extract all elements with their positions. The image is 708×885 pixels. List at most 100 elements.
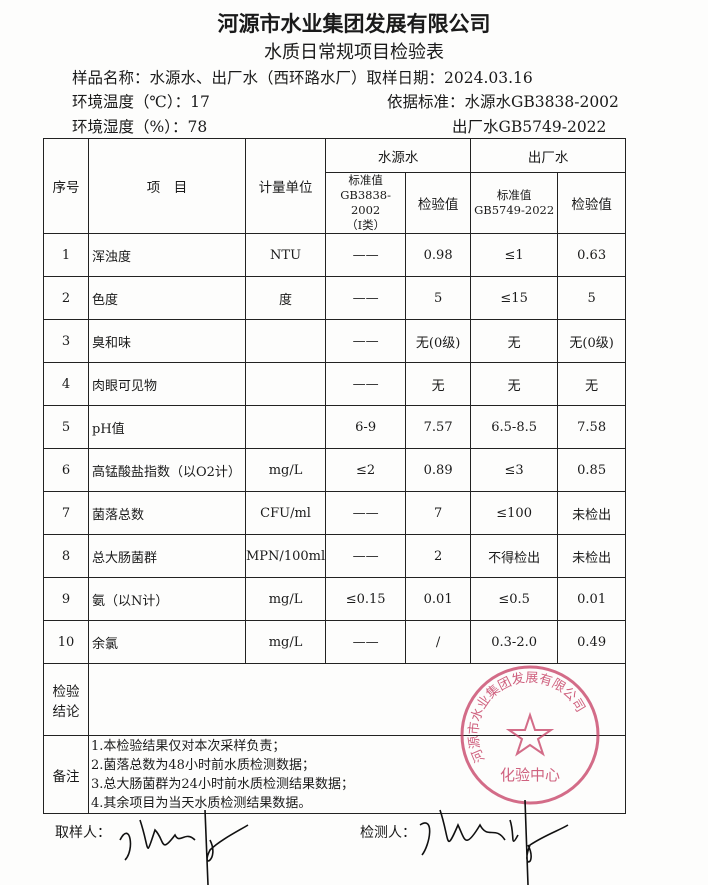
- cell-no: 8: [43, 534, 89, 578]
- conclusion-label: 检验结论: [43, 663, 89, 736]
- cell-no: 5: [43, 405, 89, 449]
- cell-s-std: ——: [325, 233, 407, 277]
- tester-signature: [419, 799, 569, 885]
- cell-unit: 度: [244, 276, 327, 320]
- cell-p-val: 0.01: [557, 577, 627, 621]
- cell-s-std: ——: [325, 362, 407, 406]
- cell-p-val: 0.49: [557, 620, 627, 664]
- svg-text:化验中心: 化验中心: [500, 766, 560, 784]
- cell-s-std: ≤0.15: [325, 577, 407, 621]
- cell-p-val: 无: [557, 362, 627, 406]
- notes-label: 备注: [43, 735, 89, 814]
- tester-label: 检测人：: [360, 825, 416, 841]
- cell-s-val: 5: [405, 276, 472, 320]
- sampler-label: 取样人：: [55, 825, 111, 841]
- cell-unit: MPN/100ml: [244, 534, 327, 578]
- cell-p-std: ≤100: [470, 491, 559, 535]
- cell-no: 2: [43, 276, 89, 320]
- cell-s-val: 2: [405, 534, 472, 578]
- cell-p-std: ≤3: [470, 448, 559, 492]
- cell-p-val: 0.85: [557, 448, 627, 492]
- cell-unit: mg/L: [244, 577, 327, 621]
- cell-unit: [244, 405, 327, 449]
- header-no: 序号: [43, 138, 89, 234]
- cell-no: 10: [43, 620, 89, 664]
- cell-p-val: 5: [557, 276, 627, 320]
- cell-p-val: 无(0级): [557, 319, 627, 363]
- conclusion-field: [87, 663, 627, 736]
- form-title: 水质日常规项目检验表: [264, 42, 444, 63]
- cell-s-std: ——: [325, 534, 407, 578]
- cell-p-std: 0.3-2.0: [470, 620, 559, 664]
- temperature: 环境温度（℃）：17: [72, 93, 210, 111]
- cell-no: 4: [43, 362, 89, 406]
- cell-p-val: 0.63: [557, 233, 627, 277]
- cell-item: pH值: [88, 405, 246, 449]
- cell-unit: NTU: [244, 233, 327, 277]
- cell-s-std: ——: [325, 491, 407, 535]
- cell-no: 9: [43, 577, 89, 621]
- cell-s-std: ——: [325, 319, 407, 363]
- cell-no: 3: [43, 319, 89, 363]
- cell-no: 7: [43, 491, 89, 535]
- table-row: 10 余氯 mg/L ——/0.3-2.0 0.49: [43, 620, 627, 664]
- cell-no: 1: [43, 233, 89, 277]
- cell-s-std: 6-9: [325, 405, 407, 449]
- standard-plant: 出厂水GB5749-2022: [452, 118, 607, 136]
- cell-s-val: 0.01: [405, 577, 472, 621]
- cell-p-val: 未检出: [557, 491, 627, 535]
- cell-item: 高锰酸盐指数（以O2计）: [88, 448, 246, 492]
- cell-s-val: 无: [405, 362, 472, 406]
- cell-p-std: ≤15: [470, 276, 559, 320]
- header-source-water: 水源水: [325, 138, 472, 173]
- cell-unit: [244, 362, 327, 406]
- notes: 1.本检验结果仅对本次采样负责； 2.菌落总数为48小时前水质检测数据； 3.总大肠…: [87, 735, 627, 814]
- cell-unit: [244, 319, 327, 363]
- header-plant-water: 出厂水: [470, 138, 627, 173]
- cell-s-std: ——: [325, 276, 407, 320]
- cell-item: 浑浊度: [88, 233, 246, 277]
- cell-item: 氨（以N计）: [88, 577, 246, 621]
- header-plant-standard: 标准值 GB5749-2022: [470, 172, 559, 234]
- cell-s-val: 0.98: [405, 233, 472, 277]
- cell-s-std: ——: [325, 620, 407, 664]
- table-row: 8 总大肠菌群 MPN/100ml —— 2 不得检出 未检出: [43, 534, 627, 578]
- table-row: 9 氨（以N计） mg/L ≤0.15 0.01 ≤0.5 0.01: [43, 577, 627, 621]
- cell-p-std: 6.5-8.5: [470, 405, 559, 449]
- cell-p-std: ≤1: [470, 233, 559, 277]
- cell-unit: CFU/ml: [244, 491, 327, 535]
- cell-s-std: ≤2: [325, 448, 407, 492]
- table-row: 5 pH值 6-9 7.57 6.5-8.5 7.58: [43, 405, 627, 449]
- table-row: 2 色度度 —— 5 ≤15 5: [43, 276, 627, 320]
- header-unit: 计量单位: [244, 138, 327, 234]
- cell-p-std: 不得检出: [470, 534, 559, 578]
- table-row: 7 菌落总数 CFU/ml —— 7 ≤100 未检出: [43, 491, 627, 535]
- cell-p-std: 无: [470, 319, 559, 363]
- header-plant-value: 检验值: [557, 172, 627, 234]
- table-row: 4 肉眼可见物 —— 无无无: [43, 362, 627, 406]
- official-seal: 河源市水业集团发展有限公司 化验中心: [460, 665, 600, 805]
- cell-s-val: 无(0级): [405, 319, 472, 363]
- table-row: 6 高锰酸盐指数（以O2计） mg/L ≤2 0.89 ≤3 0.85: [43, 448, 627, 492]
- sampler-signature: [119, 809, 249, 885]
- results-table: 序号 项 目 计量单位 水源水 出厂水 标准值 GB3838-2002 （Ⅰ类） 检…: [43, 138, 627, 814]
- company-title: 河源市水业集团发展有限公司: [217, 12, 491, 36]
- cell-s-val: 7: [405, 491, 472, 535]
- cell-item: 余氯: [88, 620, 246, 664]
- cell-s-val: 0.89: [405, 448, 472, 492]
- cell-unit: mg/L: [244, 448, 327, 492]
- cell-p-val: 未检出: [557, 534, 627, 578]
- cell-p-std: ≤0.5: [470, 577, 559, 621]
- cell-s-val: /: [405, 620, 472, 664]
- humidity: 环境湿度（%）：78: [72, 118, 208, 136]
- standard-source: 依据标准：水源水GB3838-2002: [387, 93, 619, 111]
- cell-item: 肉眼可见物: [88, 362, 246, 406]
- header-source-value: 检验值: [405, 172, 472, 234]
- table-row: 3 臭和味 —— 无(0级) 无无(0级): [43, 319, 627, 363]
- cell-item: 总大肠菌群: [88, 534, 246, 578]
- table-row: 1 浑浊度 NTU —— 0.98 ≤1 0.63: [43, 233, 627, 277]
- cell-item: 臭和味: [88, 319, 246, 363]
- header-source-standard: 标准值 GB3838-2002 （Ⅰ类）: [325, 172, 407, 234]
- cell-s-val: 7.57: [405, 405, 472, 449]
